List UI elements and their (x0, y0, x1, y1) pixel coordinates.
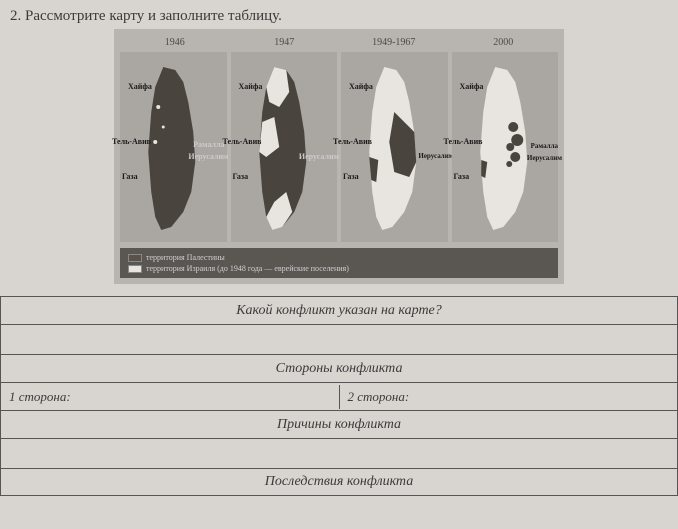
city-gaza-1: Газа (122, 172, 138, 181)
map-panel-2000: Хайфа Тель-Авив Рамалла Иерусалим Газа (452, 52, 559, 242)
year-2: 1947 (230, 37, 340, 48)
city-telaviv-1: Тель-Авив (112, 137, 151, 146)
answer-row-causes[interactable] (0, 438, 678, 468)
map-svg-2 (231, 52, 338, 242)
map-legend: территория Палестины территория Израиля … (120, 248, 558, 278)
year-3: 1949-1967 (339, 37, 449, 48)
city-ramalla-1: Рамалла (193, 140, 224, 149)
city-gaza-3: Газа (343, 172, 359, 181)
city-ramalla-4: Рамалла (531, 142, 558, 150)
legend-swatch-1 (128, 254, 142, 262)
maps-figure: 1946 1947 1949-1967 2000 Хайфа Тель-Авив… (114, 29, 564, 284)
q-sides: Стороны конфликта (1, 357, 677, 381)
city-haifa-4: Хайфа (460, 82, 484, 91)
city-jerusalem-2: Иерусалим (299, 152, 339, 161)
answer-row-conflict[interactable] (0, 324, 678, 354)
q-causes: Причины конфликта (1, 413, 677, 437)
q-conflict: Какой конфликт указан на карте? (1, 299, 677, 323)
table-header-consequences: Последствия конфликта (0, 468, 678, 496)
city-haifa-3: Хайфа (349, 82, 373, 91)
maps-row: Хайфа Тель-Авив Рамалла Иерусалим Газа Х… (120, 52, 558, 242)
map-panel-1949: Хайфа Тель-Авив Иерусалим Газа (341, 52, 448, 242)
year-labels-row: 1946 1947 1949-1967 2000 (120, 37, 558, 48)
city-haifa-1: Хайфа (128, 82, 152, 91)
city-telaviv-2: Тель-Авив (223, 137, 262, 146)
city-gaza-2: Газа (233, 172, 249, 181)
q-consequences: Последствия конфликта (1, 470, 677, 494)
city-jerusalem-1: Иерусалим (188, 152, 228, 161)
table-header-conflict: Какой конфликт указан на карте? (0, 296, 678, 324)
city-jerusalem-3: Иерусалим (418, 152, 453, 160)
side2-cell[interactable]: 2 сторона: (340, 385, 678, 409)
year-1: 1946 (120, 37, 230, 48)
year-4: 2000 (449, 37, 559, 48)
sides-row: 1 сторона: 2 сторона: (0, 382, 678, 410)
city-haifa-2: Хайфа (239, 82, 263, 91)
table-header-causes: Причины конфликта (0, 410, 678, 438)
map-panel-1946: Хайфа Тель-Авив Рамалла Иерусалим Газа (120, 52, 227, 242)
side1-cell[interactable]: 1 сторона: (1, 385, 340, 409)
city-telaviv-4: Тель-Авив (444, 137, 483, 146)
table-header-sides: Стороны конфликта (0, 354, 678, 382)
legend-text-2: территория Израиля (до 1948 года — еврей… (146, 263, 349, 274)
map-panel-1947: Хайфа Тель-Авив Иерусалим Газа (231, 52, 338, 242)
legend-text-1: территория Палестины (146, 252, 225, 263)
worksheet-table: Какой конфликт указан на карте? Стороны … (0, 296, 678, 496)
city-telaviv-3: Тель-Авив (333, 137, 372, 146)
map-svg-3 (341, 52, 448, 242)
task-instruction: 2. Рассмотрите карту и заполните таблицу… (0, 0, 678, 29)
city-jerusalem-4: Иерусалим (527, 154, 562, 162)
city-gaza-4: Газа (454, 172, 470, 181)
legend-swatch-2 (128, 265, 142, 273)
